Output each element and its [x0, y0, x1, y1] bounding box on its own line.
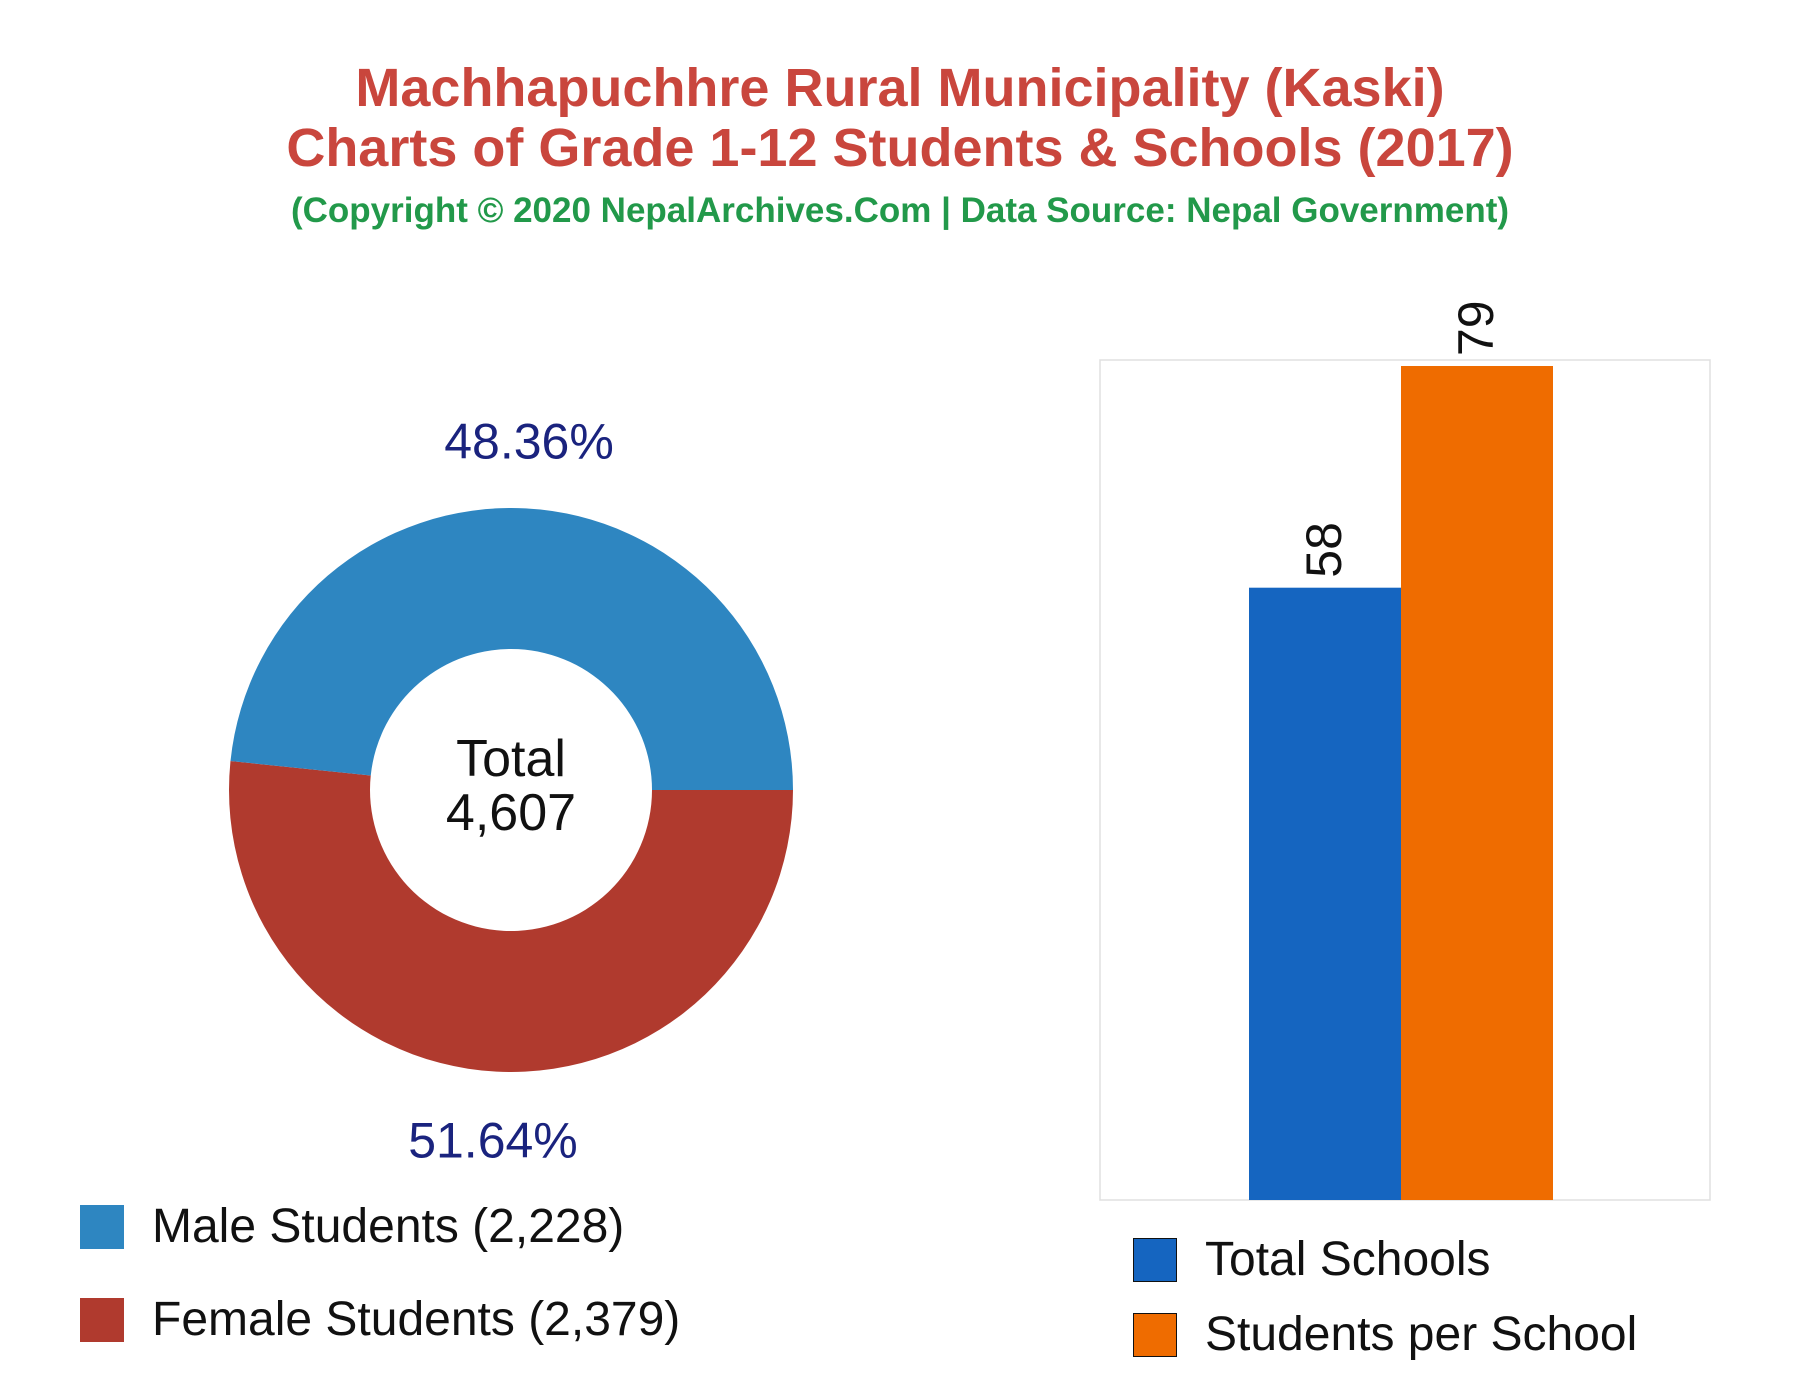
donut-slice-female-students: [228, 761, 793, 1073]
legend-label-female: Female Students (2,379): [152, 1293, 681, 1346]
legend-label-schools: Total Schools: [1205, 1233, 1491, 1286]
legend-label-male: Male Students (2,228): [152, 1200, 625, 1253]
donut-legend: Male Students (2,228) Female Students (2…: [80, 1180, 680, 1366]
legend-swatch-male: [80, 1204, 124, 1249]
chart-subtitle: (Copyright © 2020 NepalArchives.Com | Da…: [290, 191, 1510, 230]
legend-swatch-schools: [1133, 1237, 1177, 1282]
donut-center-label: Total: [456, 730, 566, 788]
legend-item-male-students: Male Students (2,228): [80, 1180, 680, 1273]
chart-title-line-1: Machhapuchhre Rural Municipality (Kaski): [355, 58, 1445, 118]
bar-total-schools: [1249, 587, 1401, 1200]
legend-item-students-per-school: Students per School: [1133, 1297, 1637, 1372]
bar-value-label-total-schools: 58: [1296, 522, 1352, 578]
legend-label-students-per-school: Students per School: [1205, 1308, 1638, 1361]
legend-item-total-schools: Total Schools: [1133, 1222, 1637, 1297]
legend-swatch-female: [80, 1297, 124, 1342]
chart-title-line-2: Charts of Grade 1-12 Students & Schools …: [286, 118, 1514, 178]
donut-percent-label-male-students: 48.36%: [444, 413, 614, 469]
donut-center-value: 4,607: [446, 784, 576, 842]
bar-legend: Total Schools Students per School: [1133, 1222, 1637, 1372]
donut-chart: Total 4,607 48.36% 51.64%: [228, 413, 794, 1169]
donut-slice-male-students: [230, 508, 794, 790]
bar-value-label-students-per-school: 79: [1448, 300, 1504, 356]
donut-percent-label-female-students: 51.64%: [408, 1113, 578, 1169]
legend-swatch-students-per-school: [1133, 1312, 1177, 1357]
legend-item-female-students: Female Students (2,379): [80, 1273, 680, 1366]
bar-students-per-school: [1401, 366, 1553, 1200]
bar-chart: 58 79: [1099, 300, 1711, 1201]
